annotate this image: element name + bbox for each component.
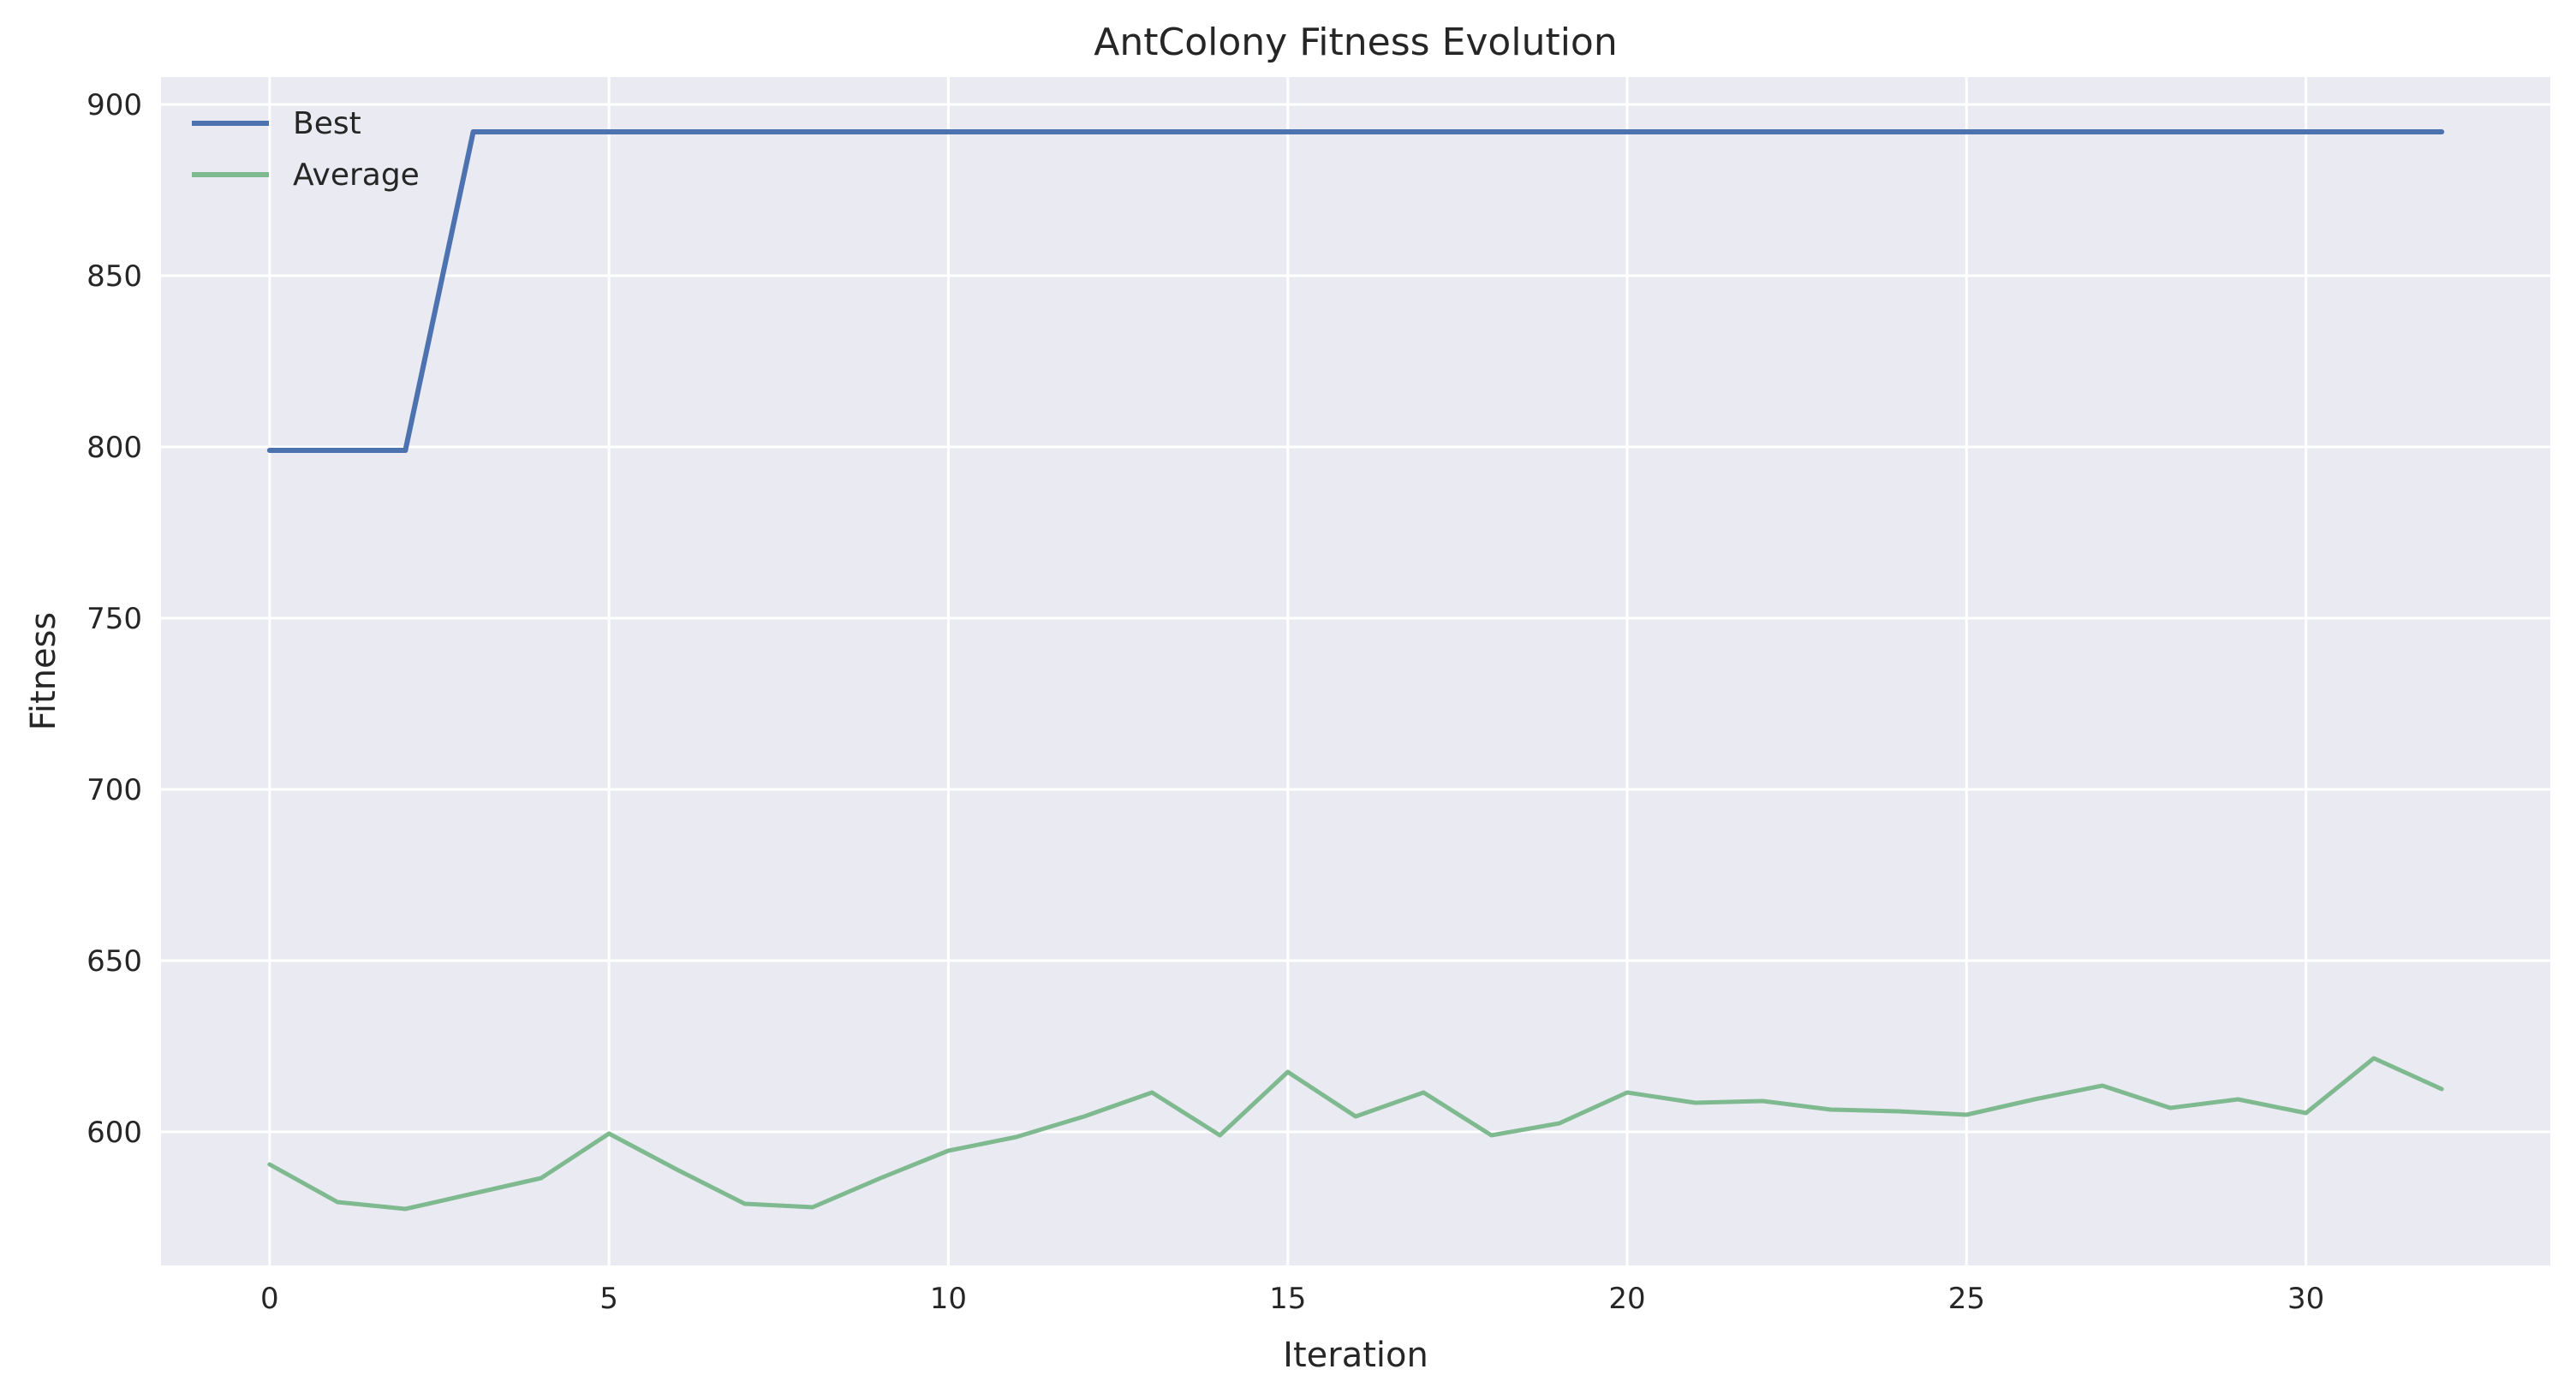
x-tick-labels: 0 5 10 15 20 25 30 — [260, 1282, 2324, 1316]
legend-label-average: Average — [293, 158, 420, 193]
legend-label-best: Best — [293, 106, 361, 141]
y-tick-label: 650 — [86, 944, 142, 979]
x-tick-label: 20 — [1608, 1282, 1645, 1316]
x-tick-label: 0 — [260, 1282, 279, 1316]
plot-area — [161, 77, 2550, 1265]
x-axis-label: Iteration — [1283, 1336, 1428, 1375]
legend: Best Average — [192, 106, 420, 193]
x-tick-label: 30 — [2287, 1282, 2324, 1316]
y-tick-label: 700 — [86, 773, 142, 807]
y-axis-label: Fitness — [24, 612, 63, 731]
y-tick-label: 800 — [86, 431, 142, 465]
x-tick-label: 15 — [1269, 1282, 1306, 1316]
y-tick-label: 900 — [86, 88, 142, 122]
series-layer — [266, 129, 2445, 1211]
y-tick-label: 850 — [86, 259, 142, 294]
y-tick-labels: 600 650 700 750 800 850 900 — [86, 88, 142, 1150]
x-tick-label: 25 — [1948, 1282, 1985, 1316]
x-tick-label: 5 — [599, 1282, 618, 1316]
chart-title: AntColony Fitness Evolution — [1094, 21, 1617, 64]
y-tick-label: 750 — [86, 602, 142, 636]
series-line-average — [267, 1056, 2444, 1211]
x-tick-label: 10 — [930, 1282, 967, 1316]
series-line-best — [266, 129, 2445, 453]
y-gridlines — [161, 103, 2550, 1134]
y-tick-label: 600 — [86, 1116, 142, 1150]
